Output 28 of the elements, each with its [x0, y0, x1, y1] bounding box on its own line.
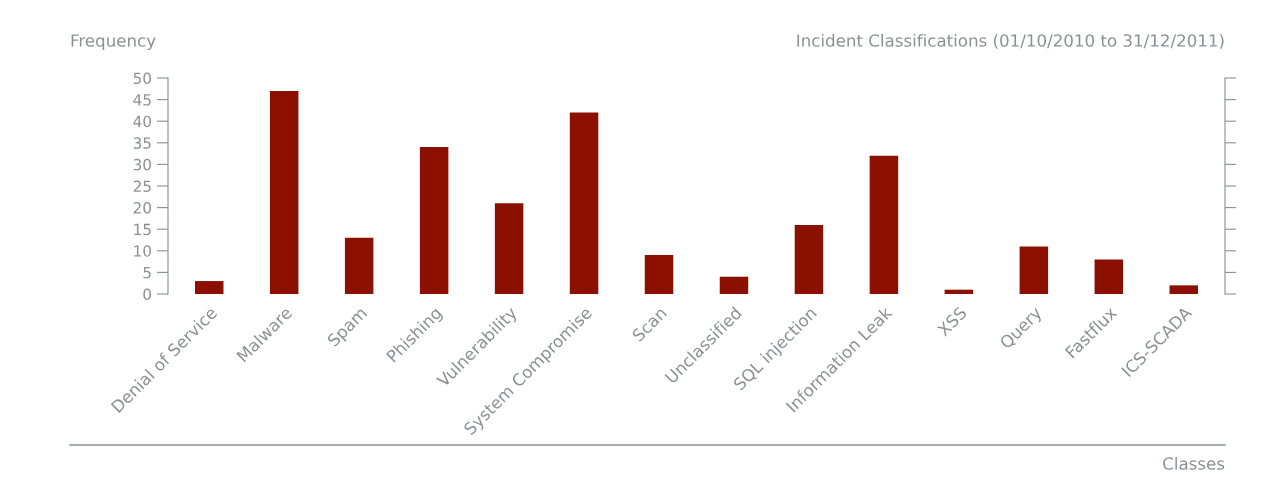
y-axis-title: Frequency: [71, 34, 156, 51]
bar: [1094, 259, 1124, 294]
bar: [869, 155, 899, 294]
y-tick-label: 20: [133, 202, 152, 214]
y-tick-label: 35: [133, 137, 151, 149]
bar: [269, 90, 299, 294]
y-tick-label: 5: [143, 267, 151, 279]
bar: [569, 112, 599, 294]
y-tick-label: 40: [133, 115, 152, 128]
bar: [644, 255, 674, 294]
y-tick-label: 45: [133, 94, 151, 106]
y-tick-label: 0: [143, 288, 152, 301]
y-tick-label: 50: [133, 72, 152, 85]
bar: [719, 276, 749, 294]
bar: [1169, 285, 1199, 294]
bar: [419, 147, 449, 294]
bar: [344, 237, 374, 294]
bar: [494, 203, 524, 294]
bar: [794, 224, 824, 294]
y-tick-label: 15: [134, 223, 151, 236]
y-tick-label: 10: [134, 245, 152, 257]
x-axis-title: Classes: [1163, 456, 1225, 470]
y-tick-label: 25: [133, 180, 151, 193]
y-tick-label: 30: [133, 158, 152, 171]
bar: [194, 281, 224, 294]
bar: [944, 289, 974, 294]
chart-title: Incident Classifications (01/10/2010 to 31/12/2011): [797, 33, 1224, 49]
bar: [1019, 246, 1049, 294]
